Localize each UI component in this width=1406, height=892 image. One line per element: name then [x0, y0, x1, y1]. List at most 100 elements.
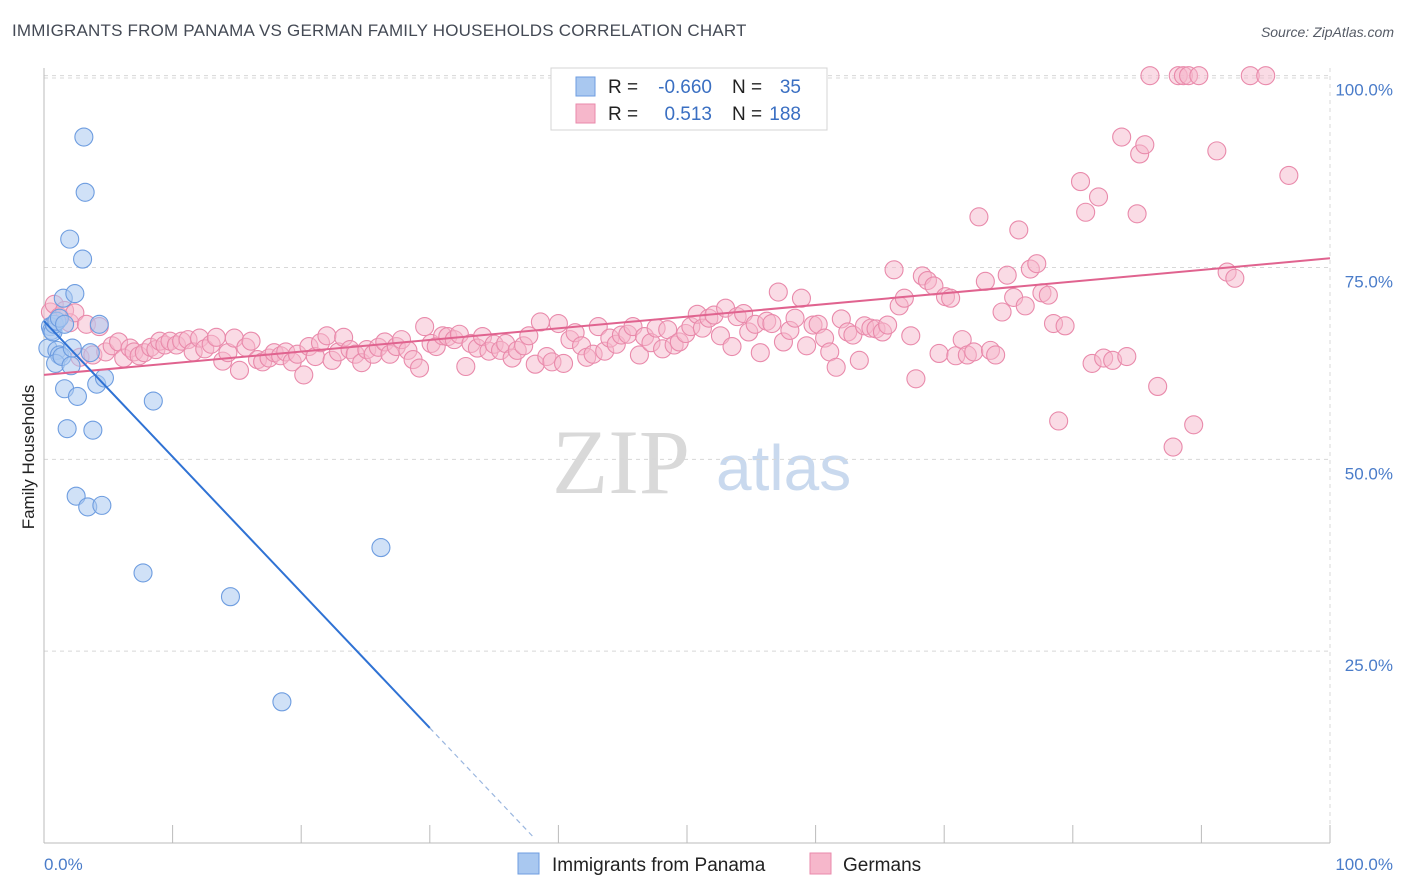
point-immigrants-14 [57, 419, 77, 439]
point-germans-178 [1070, 172, 1091, 192]
point-immigrants-32 [143, 391, 163, 411]
legend-pink-r-value: 0.513 [664, 104, 712, 125]
point-germans-45 [294, 365, 314, 385]
point-germans-86 [530, 312, 550, 332]
point-germans-184 [1112, 127, 1132, 147]
point-germans-176 [1049, 411, 1069, 431]
point-germans-150 [901, 326, 921, 346]
point-germans-30 [206, 327, 226, 347]
trend-lines [43, 257, 1331, 837]
legend-pink-n-label: N = [732, 104, 762, 125]
legend-immigrants-label: Immigrants from Panama [552, 855, 766, 876]
y-tick-labels: 25.0% 50.0% 75.0% 100.0% [1335, 81, 1393, 675]
point-immigrants-17 [60, 229, 80, 249]
point-germans-199 [1225, 268, 1245, 288]
point-germans-36 [241, 331, 261, 351]
point-germans-146 [878, 315, 898, 335]
point-germans-181 [1088, 187, 1109, 207]
point-germans-201 [1256, 66, 1276, 86]
point-germans-49 [317, 326, 337, 346]
trend-line-germans [43, 257, 1331, 376]
point-immigrants-11 [55, 314, 75, 334]
point-immigrants-25 [80, 343, 100, 363]
watermark: ZIP atlas [552, 411, 851, 513]
point-germans-137 [826, 357, 846, 377]
point-germans-188 [1135, 135, 1155, 155]
y-tick-label-25: 25.0% [1345, 656, 1393, 675]
point-germans-169 [1009, 220, 1029, 240]
legend-pink-r-label: R = [608, 104, 638, 125]
point-immigrants-16 [62, 338, 82, 358]
point-germans-196 [1189, 66, 1209, 86]
point-germans-162 [969, 207, 989, 227]
point-germans-103 [629, 345, 649, 365]
legend-pink-swatch [575, 103, 596, 124]
point-immigrants-23 [74, 127, 94, 147]
point-germans-167 [997, 265, 1017, 285]
y-tick-label-75: 75.0% [1345, 273, 1393, 292]
y-tick-label-100: 100.0% [1335, 81, 1393, 100]
point-germans-65 [409, 358, 430, 378]
source-label: Source: ZipAtlas.com [1260, 24, 1394, 40]
point-germans-130 [785, 308, 805, 328]
point-germans-141 [849, 350, 869, 370]
legend-blue-r-label: R = [608, 77, 638, 98]
point-germans-126 [762, 313, 782, 334]
point-germans-96 [588, 317, 608, 337]
point-germans-185 [1117, 346, 1137, 367]
point-germans-165 [986, 345, 1006, 365]
point-germans-166 [992, 302, 1012, 322]
point-immigrants-26 [83, 420, 103, 440]
trend-line-immigrants-extension [429, 727, 534, 837]
point-germans-189 [1140, 66, 1160, 86]
legend-stats-box [550, 67, 828, 131]
legend-blue-n-value: 35 [780, 77, 801, 98]
x-tick-labels: 0.0% 100.0% [44, 855, 1393, 874]
legend-blue-swatch [575, 76, 596, 97]
point-germans-131 [791, 288, 812, 308]
point-germans-34 [229, 360, 250, 380]
point-germans-151 [906, 369, 926, 389]
point-immigrants-34 [272, 692, 292, 712]
watermark-zip: ZIP [552, 411, 690, 513]
x-tick-label-100: 100.0% [1335, 855, 1393, 874]
point-germans-190 [1148, 376, 1168, 396]
point-germans-197 [1207, 141, 1227, 161]
point-immigrants-31 [133, 563, 153, 583]
watermark-atlas: atlas [716, 432, 851, 504]
trend-line-immigrants [43, 320, 431, 729]
point-germans-191 [1163, 437, 1183, 457]
point-germans-127 [768, 282, 788, 302]
point-immigrants-18 [65, 284, 85, 304]
legend-germans-swatch [809, 852, 832, 875]
chart-title: IMMIGRANTS FROM PANAMA VS GERMAN FAMILY … [12, 21, 747, 40]
point-immigrants-28 [89, 314, 109, 334]
point-germans-202 [1279, 165, 1299, 185]
point-germans-195 [1184, 415, 1204, 435]
point-immigrants-29 [92, 495, 112, 515]
axes [43, 68, 1331, 844]
point-germans-124 [750, 343, 770, 363]
point-immigrants-22 [75, 182, 95, 202]
point-germans-179 [1076, 202, 1096, 222]
legend-series: Immigrants from Panama Germans [517, 852, 921, 876]
point-immigrants-20 [67, 386, 87, 406]
legend-pink-n-value: 188 [769, 104, 801, 125]
legend-immigrants-swatch [517, 852, 540, 875]
point-germans-163 [975, 271, 995, 291]
legend-blue-n-label: N = [732, 77, 762, 98]
legend-blue-r-value: -0.660 [658, 77, 712, 98]
point-germans-186 [1127, 204, 1147, 224]
point-germans-161 [964, 342, 984, 362]
series-immigrants-from-panama [38, 127, 391, 712]
point-germans-73 [456, 356, 476, 377]
point-germans-147 [884, 260, 904, 280]
point-germans-66 [415, 317, 435, 337]
y-axis-title: Family Households [19, 385, 38, 530]
point-germans-174 [1038, 285, 1058, 305]
point-germans-90 [553, 353, 574, 373]
point-germans-170 [1015, 296, 1035, 316]
legend-germans-label: Germans [843, 855, 921, 876]
point-germans-155 [929, 343, 949, 363]
